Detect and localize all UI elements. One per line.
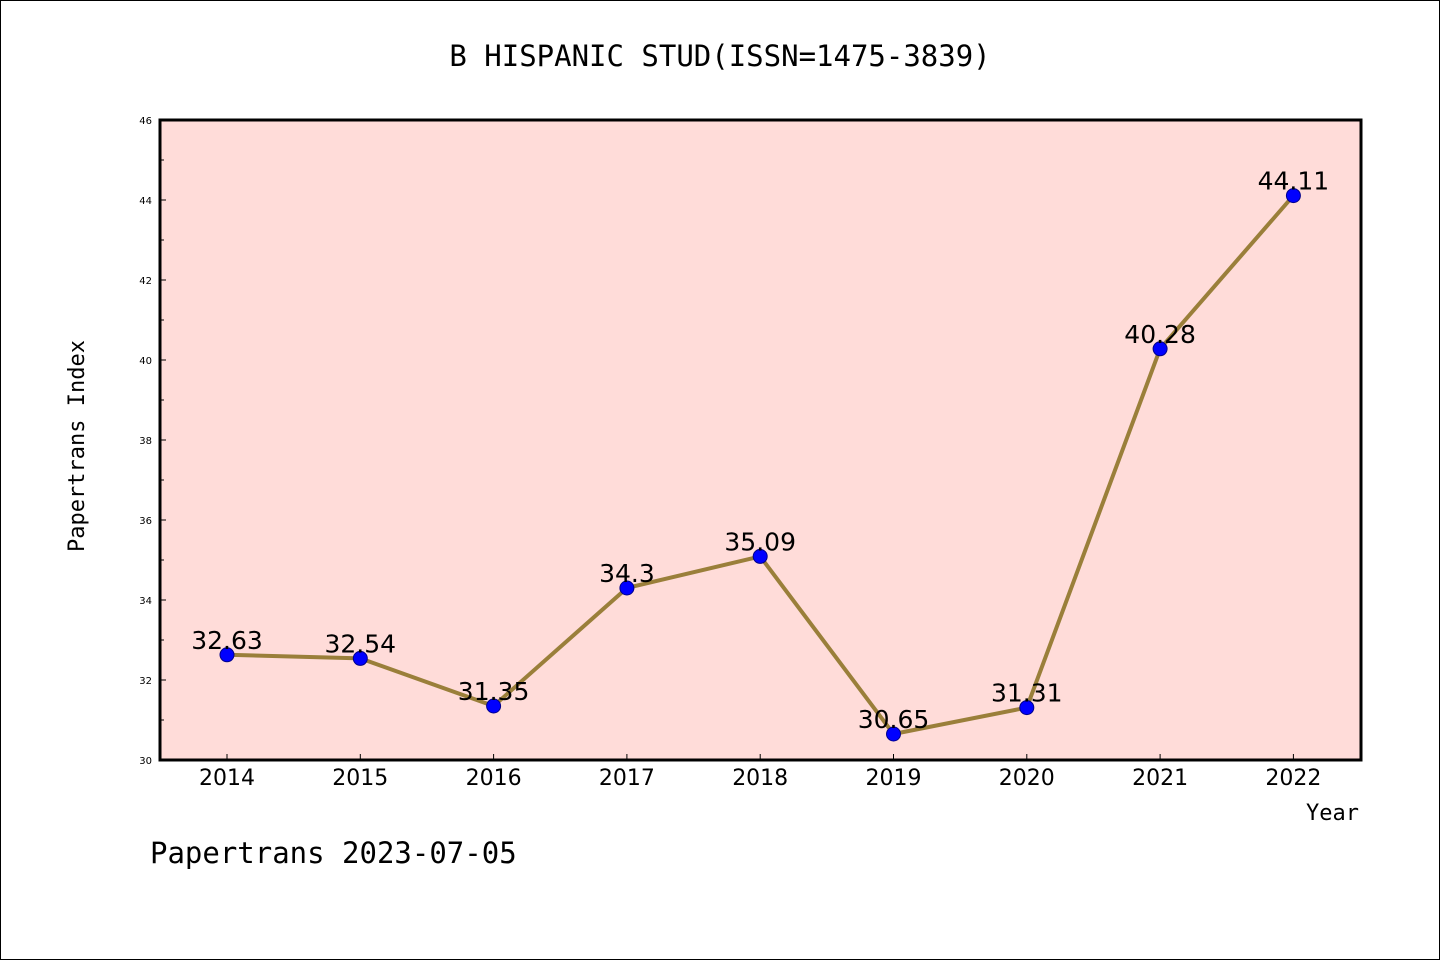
x-tick-label: 2017: [599, 766, 655, 791]
axis-ticks: 30 32 34 36 38 40 42 44 46 2014 2015 2016 2017 2018 20…: [139, 116, 1321, 791]
data-point: [1152, 341, 1168, 357]
data-point: [752, 548, 768, 564]
data-point: [619, 580, 635, 596]
footer-text: Papertrans 2023-07-05: [150, 836, 517, 870]
data-label: 30.65: [858, 705, 930, 734]
y-tick-label: 44: [139, 196, 152, 207]
data-point: [1285, 188, 1301, 204]
series-group: 32.63 32.54 31.35 34.3 35.09 30.65 31.31 40.28 4…: [191, 167, 1330, 742]
y-tick-label: 38: [139, 436, 152, 447]
data-point: [486, 698, 502, 714]
x-tick-label: 2018: [732, 766, 788, 791]
data-label: 31.35: [458, 677, 530, 706]
data-label: 40.28: [1124, 320, 1196, 349]
data-label: 35.09: [724, 527, 796, 556]
y-tick-label: 46: [139, 116, 152, 127]
data-label: 34.3: [599, 559, 655, 588]
data-point: [1019, 700, 1035, 716]
y-tick-label: 32: [139, 676, 152, 687]
x-tick-label: 2016: [466, 766, 522, 791]
y-tick-label: 42: [139, 276, 152, 287]
x-tick-label: 2014: [199, 766, 255, 791]
data-point: [219, 647, 235, 663]
chart-title: B HISPANIC STUD(ISSN=1475-3839): [449, 39, 990, 73]
data-label: 32.63: [191, 626, 263, 655]
data-label: 31.31: [991, 679, 1063, 708]
data-label: 32.54: [325, 629, 397, 658]
x-tick-label: 2019: [866, 766, 922, 791]
y-axis-label: Papertrans Index: [65, 340, 90, 552]
data-point: [886, 726, 901, 742]
data-point: [352, 650, 368, 666]
x-tick-label: 2020: [999, 766, 1055, 791]
data-label: 44.11: [1258, 167, 1330, 196]
y-tick-label: 40: [139, 356, 152, 367]
y-tick-label: 34: [139, 596, 152, 607]
x-axis-label: Year: [1306, 801, 1359, 826]
y-tick-label: 36: [139, 516, 152, 527]
x-tick-label: 2015: [332, 766, 388, 791]
y-tick-label: 30: [139, 756, 152, 767]
plot-area: [158, 118, 1363, 762]
x-tick-label: 2021: [1132, 766, 1188, 791]
x-tick-label: 2022: [1265, 766, 1321, 791]
